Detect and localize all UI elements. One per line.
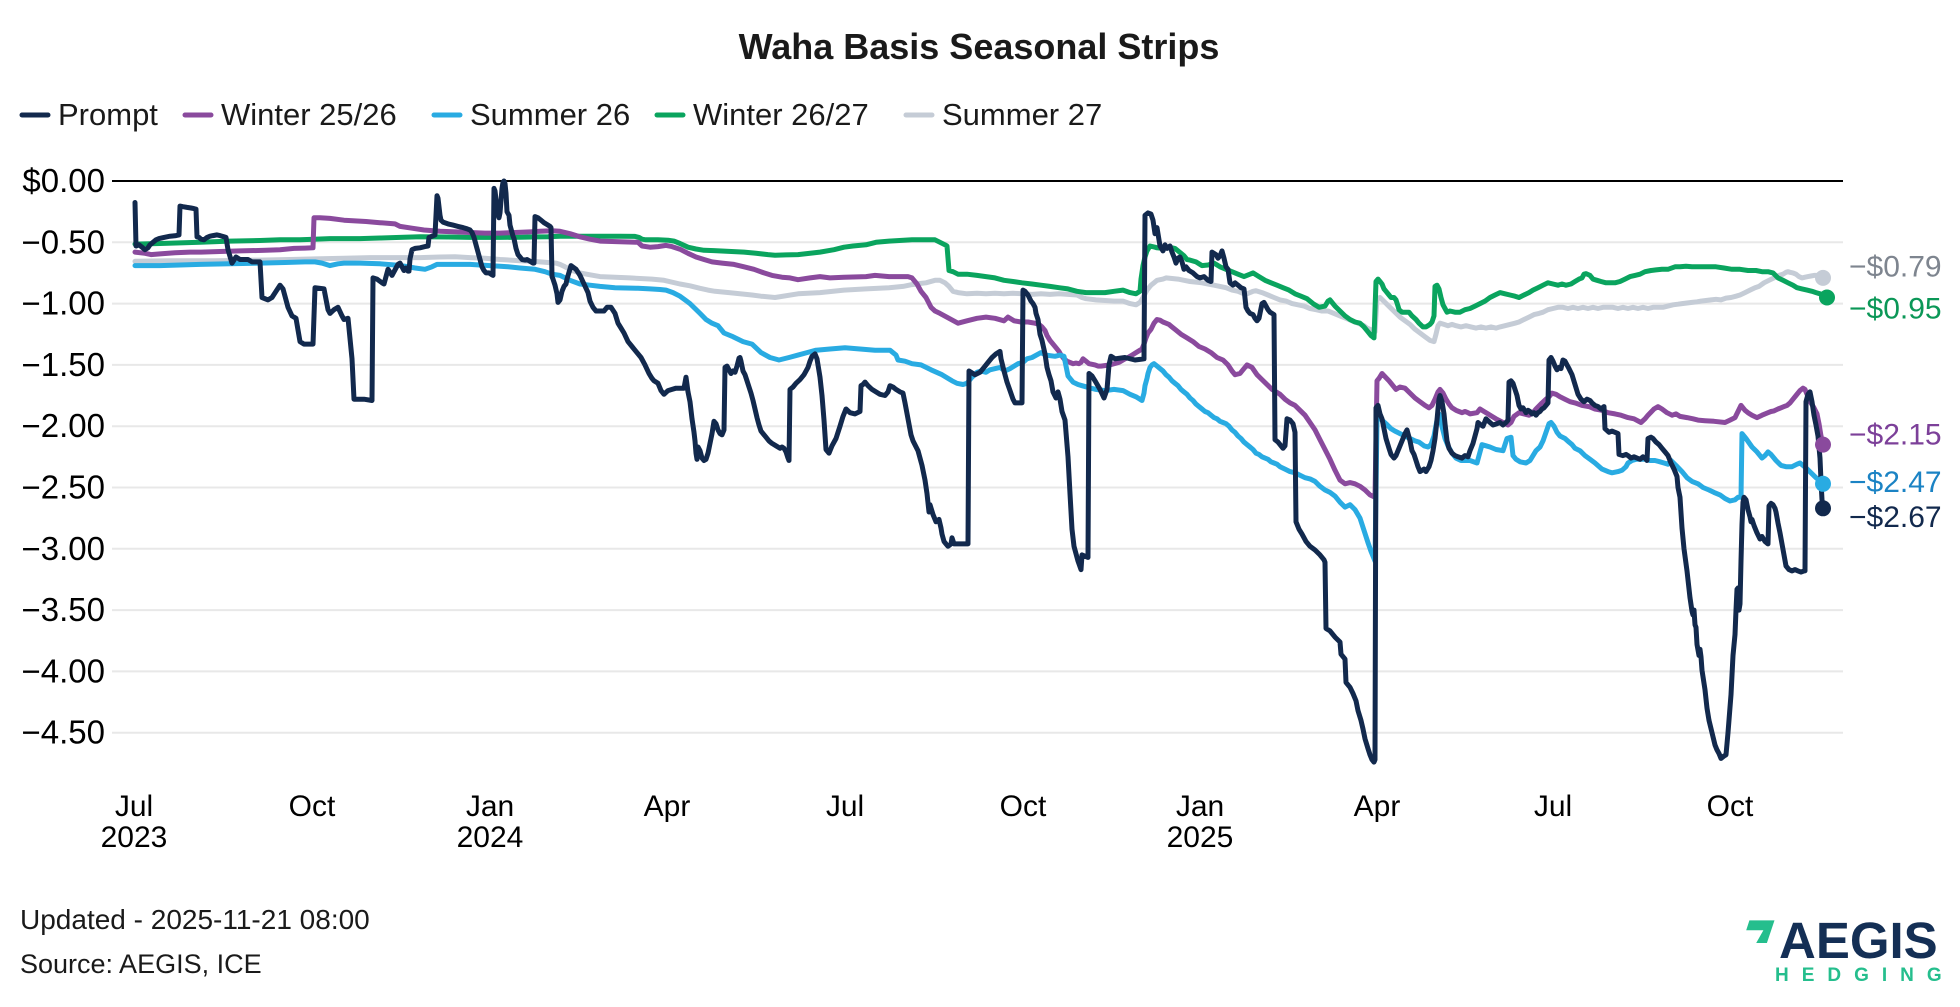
svg-text:Oct: Oct: [1000, 790, 1047, 823]
svg-text:Prompt: Prompt: [58, 97, 158, 132]
svg-text:2024: 2024: [457, 821, 524, 854]
svg-text:Winter 26/27: Winter 26/27: [693, 97, 869, 132]
svg-text:−1.00: −1.00: [22, 285, 106, 322]
svg-text:−$2.15: −$2.15: [1849, 419, 1942, 452]
svg-text:Winter 25/26: Winter 25/26: [221, 97, 397, 132]
svg-text:HEDGING: HEDGING: [1775, 965, 1955, 986]
svg-text:Apr: Apr: [644, 790, 691, 823]
svg-text:Jul: Jul: [1534, 790, 1572, 823]
svg-text:−0.50: −0.50: [22, 223, 106, 260]
svg-text:−$2.47: −$2.47: [1849, 466, 1942, 499]
svg-text:−2.00: −2.00: [22, 407, 106, 444]
svg-text:−2.50: −2.50: [22, 469, 106, 506]
svg-text:−3.00: −3.00: [22, 530, 106, 567]
svg-text:Oct: Oct: [289, 790, 336, 823]
svg-text:2023: 2023: [101, 821, 168, 854]
svg-text:Apr: Apr: [1354, 790, 1401, 823]
svg-text:−$0.95: −$0.95: [1849, 293, 1942, 326]
svg-text:Summer 26: Summer 26: [470, 97, 630, 132]
svg-text:−$2.67: −$2.67: [1849, 501, 1942, 534]
svg-text:Oct: Oct: [1707, 790, 1754, 823]
svg-text:Summer 27: Summer 27: [942, 97, 1102, 132]
svg-text:−3.50: −3.50: [22, 591, 106, 628]
svg-text:−$0.79: −$0.79: [1849, 251, 1942, 284]
svg-text:−4.50: −4.50: [22, 714, 106, 751]
svg-text:−4.00: −4.00: [22, 652, 106, 689]
svg-text:$0.00: $0.00: [22, 162, 105, 199]
svg-text:2025: 2025: [1167, 821, 1234, 854]
svg-text:AEGIS: AEGIS: [1779, 912, 1938, 969]
svg-text:Waha Basis Seasonal Strips: Waha Basis Seasonal Strips: [739, 26, 1220, 67]
svg-text:Jan: Jan: [1176, 790, 1224, 823]
svg-text:−1.50: −1.50: [22, 346, 106, 383]
svg-text:Jan: Jan: [466, 790, 514, 823]
svg-text:Jul: Jul: [826, 790, 864, 823]
svg-text:Updated - 2025-11-21 08:00: Updated - 2025-11-21 08:00: [20, 904, 370, 935]
svg-text:Jul: Jul: [115, 790, 153, 823]
svg-text:Source: AEGIS, ICE: Source: AEGIS, ICE: [20, 949, 262, 979]
